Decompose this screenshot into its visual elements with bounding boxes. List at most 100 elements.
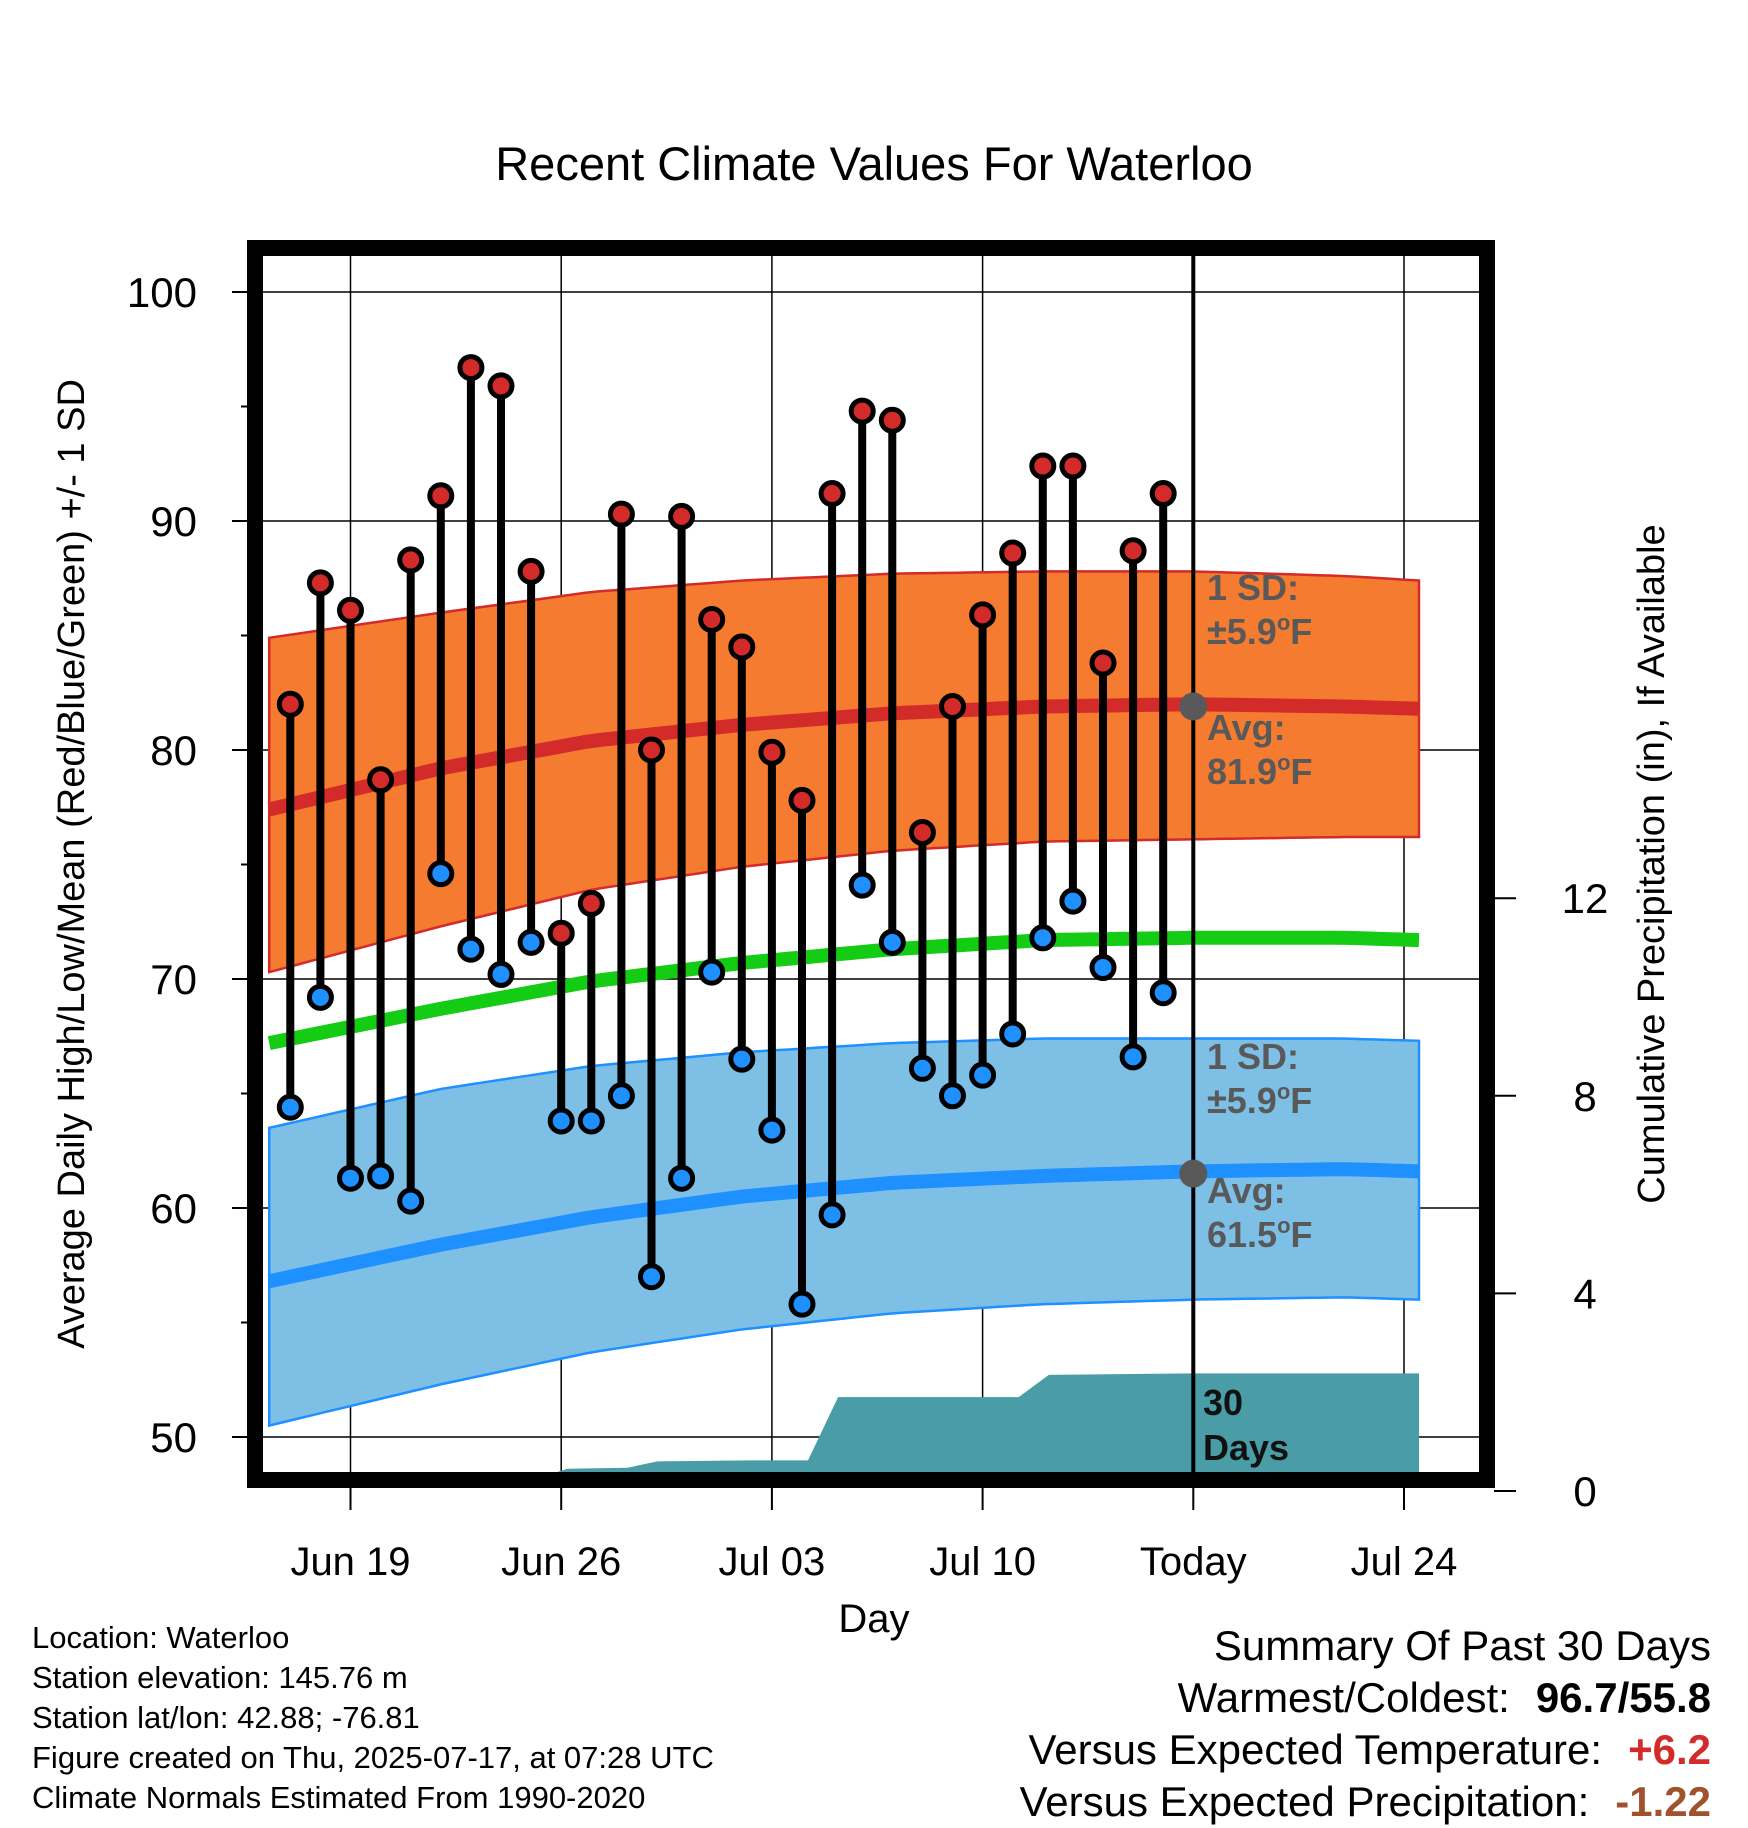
daily-low-point [969,1061,997,1089]
daily-low-point [848,871,876,899]
daily-low-point [668,1164,696,1192]
daily-low-point [577,1107,605,1135]
low-sd-value: ±5.9oF [1207,1079,1312,1121]
warm-cold-separator: / [1617,1674,1630,1721]
y-tick-label: 100 [127,269,197,316]
high-sd-value: ±5.9oF [1207,610,1312,652]
low-avg-label: Avg: [1207,1170,1286,1211]
mean-average-line [267,930,1420,1050]
y-tick-label: 70 [150,956,197,1003]
y2-tick-label: 4 [1573,1270,1596,1317]
cumulative-precip-area [255,1373,1419,1480]
location-text: Location: Waterloo [32,1620,290,1655]
days-count-label: 30 [1203,1382,1243,1423]
y2-tick-label: 8 [1573,1073,1596,1120]
daily-high-point [1149,480,1177,508]
daily-high-point [547,919,575,947]
daily-low-point [306,983,334,1011]
daily-high-point [1029,452,1057,480]
x-tick-label: Jul 10 [929,1540,1036,1584]
daily-low-point [517,928,545,956]
daily-low-point [788,1290,816,1318]
y2-axis-label: Cumulative Precipitation (in), If Availa… [1631,524,1673,1203]
low-sd-band [267,1037,1421,1428]
warm-cold-row: Warmest/Coldest: 96.7/55.8 [1020,1672,1711,1724]
daily-high-point [878,406,906,434]
daily-low-point [397,1187,425,1215]
daily-high-point [788,786,816,814]
days-word-label: Days [1203,1427,1289,1468]
temp-departure-label: Versus Expected Temperature: [1028,1726,1603,1773]
daily-high-point [577,889,605,917]
degree-symbol: o [1277,1213,1290,1238]
daily-low-point [547,1107,575,1135]
latlon-text: Station lat/lon: 42.88; -76.81 [32,1700,420,1735]
plot-frame [247,240,1495,1488]
low-sd-value-value: ±5.9 [1207,1080,1277,1121]
x-tick-label: Jul 24 [1351,1540,1458,1584]
daily-high-point [969,601,997,629]
daily-low-point [1089,954,1117,982]
daily-low-point [728,1045,756,1073]
y2-tick-label: 12 [1562,875,1609,922]
precip-departure-row: Versus Expected Precipitation: -1.22 [1020,1776,1711,1828]
unit-letter: F [1290,611,1312,652]
daily-high-point [306,569,334,597]
y2-axis: 0 4 8 12 Cumulative Precipitation (in), If A… [1494,524,1673,1515]
x-tick-label: Jul 03 [719,1540,826,1584]
precip-departure-label: Versus Expected Precipitation: [1019,1778,1590,1825]
x-tick-label: Jun 19 [290,1540,410,1584]
high-avg-value-value: 81.9 [1207,751,1277,792]
summary-panel: Summary Of Past 30 Days Warmest/Coldest:… [1020,1620,1711,1828]
daily-high-point [668,502,696,530]
precip-departure-value: -1.22 [1615,1778,1711,1825]
daily-high-point [427,482,455,510]
daily-high-point [1089,649,1117,677]
x-axis-label: Day [838,1597,909,1641]
elevation-text: Station elevation: 145.76 m [32,1660,408,1695]
temp-departure-row: Versus Expected Temperature: +6.2 [1020,1724,1711,1776]
unit-letter: F [1291,1214,1313,1255]
x-tick-label: Jun 26 [501,1540,621,1584]
high-sd-value-value: ±5.9 [1207,611,1277,652]
daily-low-point [1149,979,1177,1007]
daily-high-point [397,546,425,574]
x-axis: Jun 19 Jun 26 Jul 03 Jul 10 Today Jul 24 Day [290,1488,1457,1641]
daily-high-point [517,557,545,585]
high-avg-value: 81.9oF [1207,750,1313,792]
daily-low-point [999,1020,1027,1048]
y-tick-label: 80 [150,727,197,774]
low-sd-label: 1 SD: [1207,1036,1299,1077]
daily-low-point [367,1162,395,1190]
coldest-value: 55.8 [1629,1674,1711,1721]
daily-high-point [939,692,966,720]
daily-high-point [698,605,726,633]
y-tick-label: 90 [150,498,197,545]
daily-low-point [607,1082,635,1110]
low-avg-value: 61.5oF [1207,1213,1313,1255]
daily-low-point [698,958,726,986]
low-average-line [267,1162,1420,1289]
daily-low-point [939,1082,966,1110]
warm-cold-label: Warmest/Coldest: [1177,1674,1510,1721]
daily-low-point [908,1054,936,1082]
y-tick-label: 50 [150,1414,197,1461]
daily-high-point [1059,452,1087,480]
high-avg-label: Avg: [1207,707,1286,748]
warmest-value: 96.7 [1535,1674,1618,1721]
daily-high-point [848,397,876,425]
y2-tick-label: 0 [1573,1468,1596,1515]
high-sd-label: 1 SD: [1207,567,1299,608]
daily-high-point [818,480,846,508]
daily-low-point [878,928,906,956]
daily-high-point [367,766,395,794]
daily-high-point [758,738,786,766]
degree-symbol: o [1277,610,1290,635]
degree-symbol: o [1277,1079,1290,1104]
warm-cold-value: 96.7/55.8 [1536,1672,1711,1724]
daily-low-point [487,960,515,988]
unit-letter: F [1291,751,1313,792]
daily-low-point [638,1263,665,1291]
